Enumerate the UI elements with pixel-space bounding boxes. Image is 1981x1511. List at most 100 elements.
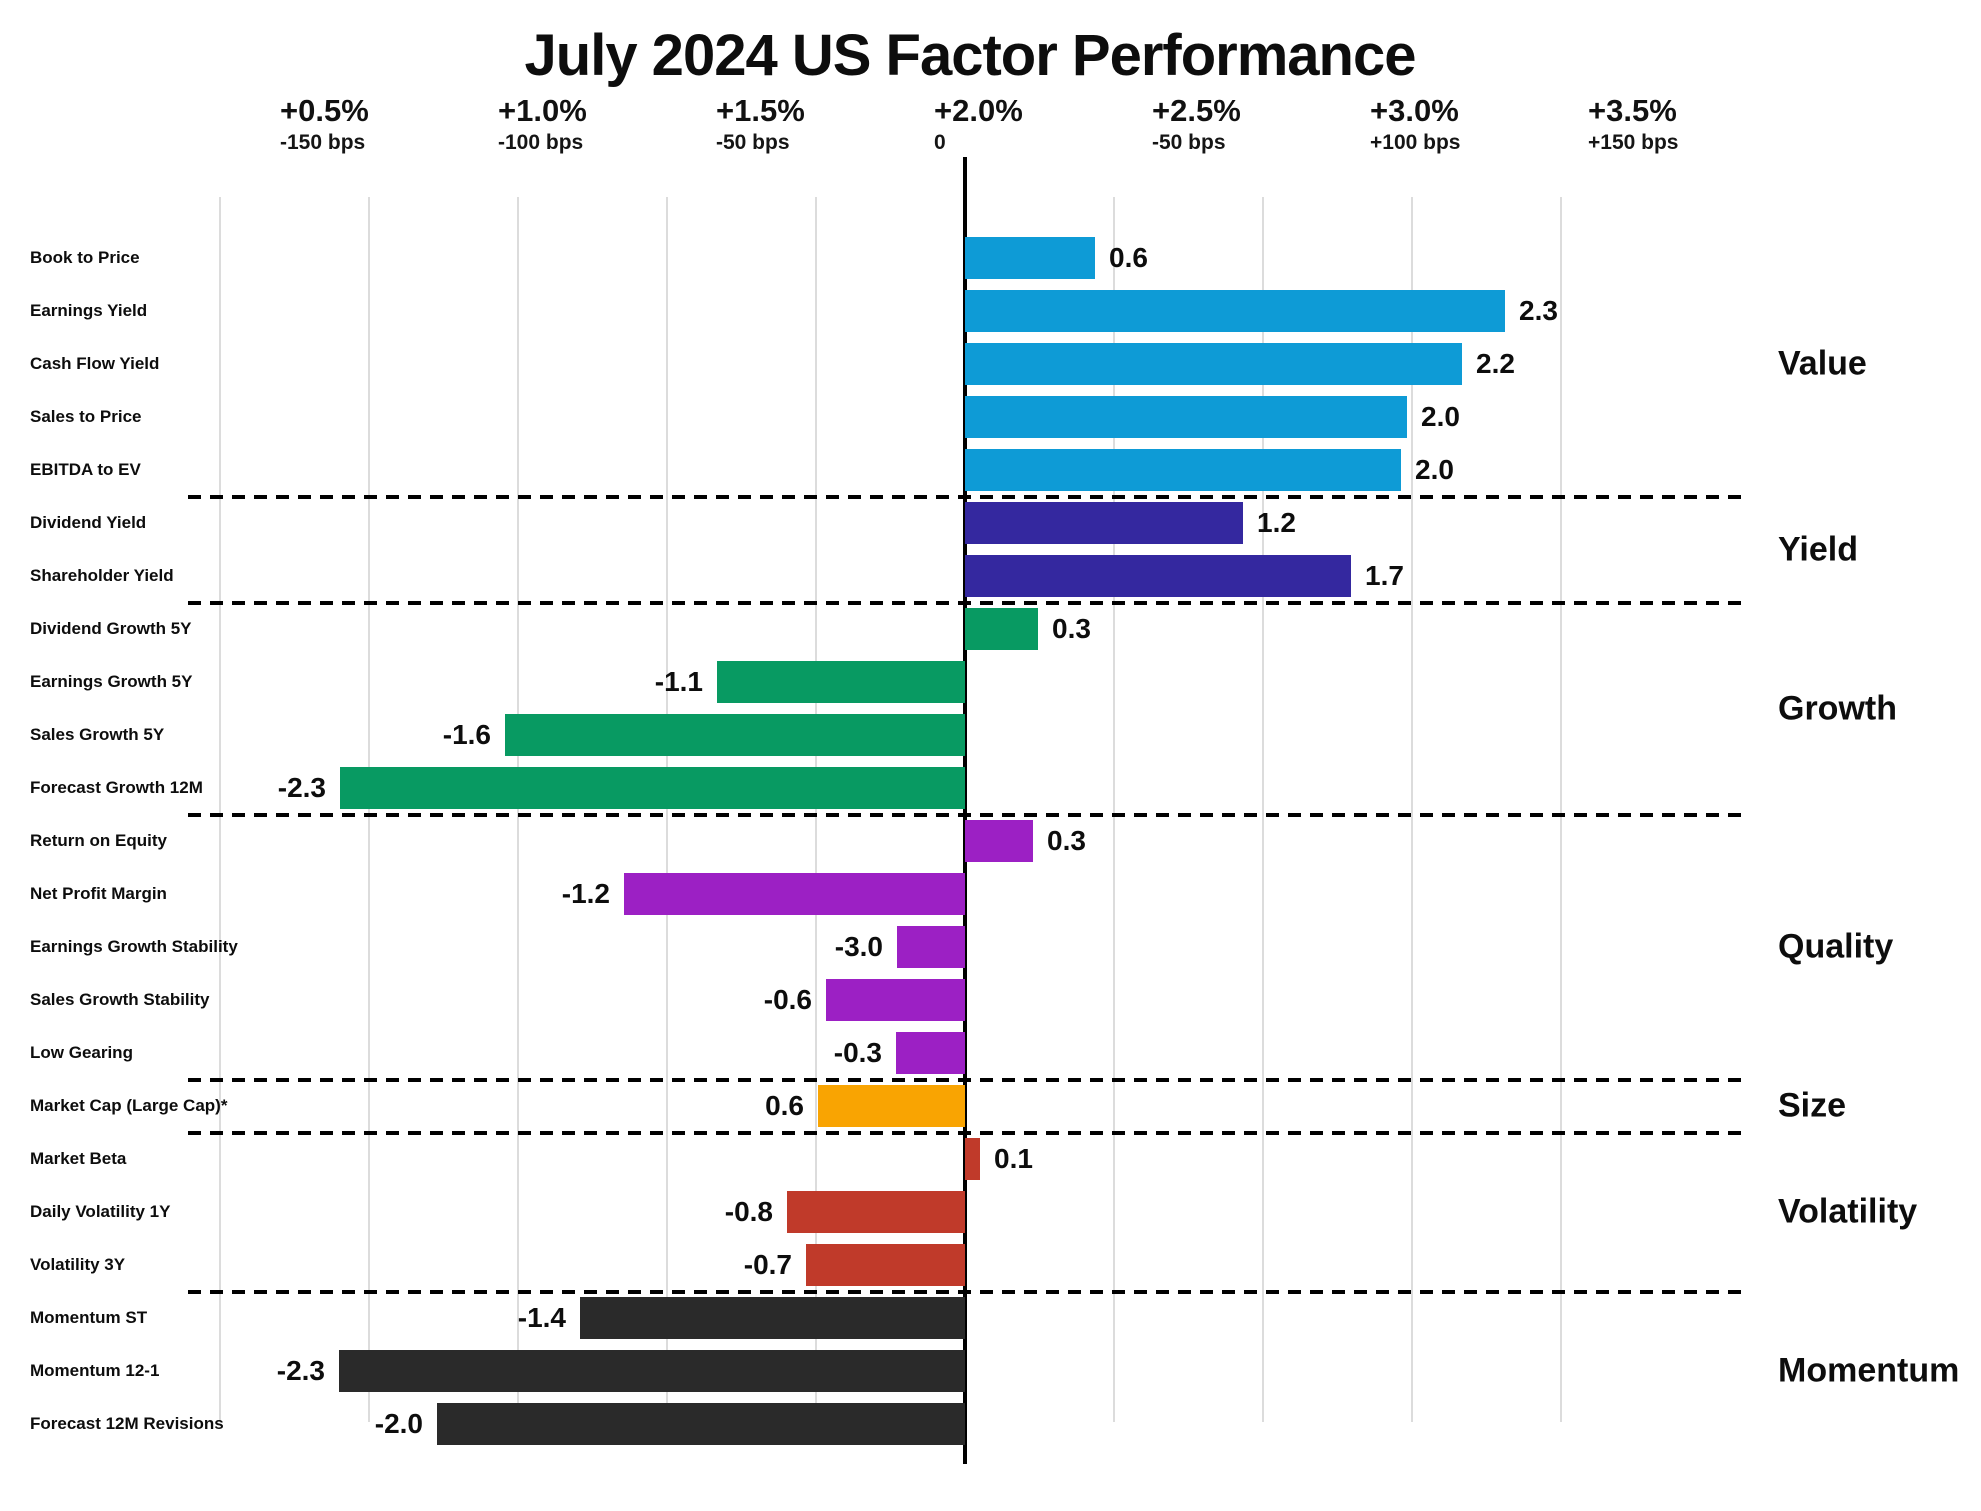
x-axis-tick: +2.5% -50 bps (1152, 94, 1241, 158)
value-label-forecast-growth-12m: -2.3 (277, 772, 326, 803)
bar-dividend-yield (965, 502, 1243, 544)
x-tick-percent-label: +1.5% (716, 93, 805, 128)
bar-sales-to-price (965, 396, 1407, 438)
bar-cash-flow-yield (965, 343, 1462, 385)
factor-label-earnings-growth-5y: Earnings Growth 5Y (30, 672, 193, 691)
value-label-volatility-3y: -0.7 (743, 1249, 792, 1280)
value-label-ebitda-to-ev: 2.0 (1415, 454, 1454, 485)
group-separator (188, 1130, 1745, 1135)
x-tick-bps-label: +150 bps (1588, 131, 1679, 154)
gridline (1262, 197, 1264, 1422)
value-label-cash-flow-yield: 2.2 (1476, 348, 1515, 379)
bar-return-on-equity (965, 820, 1033, 862)
bar-sales-growth-5y (505, 714, 965, 756)
bar-forecast-12m-revisions (437, 1403, 965, 1445)
factor-label-return-on-equity: Return on Equity (30, 831, 167, 850)
value-label-market-beta: 0.1 (994, 1143, 1033, 1174)
x-tick-bps-label: -50 bps (1152, 131, 1226, 154)
value-label-sales-to-price: 2.0 (1421, 401, 1460, 432)
factor-label-shareholder-yield: Shareholder Yield (30, 566, 174, 585)
factor-label-daily-volatility-1y: Daily Volatility 1Y (30, 1202, 171, 1221)
x-tick-percent-label: +0.5% (280, 93, 369, 128)
factor-label-ebitda-to-ev: EBITDA to EV (30, 460, 141, 479)
group-label-value: Value (1778, 344, 1867, 383)
value-label-low-gearing: -0.3 (833, 1037, 882, 1068)
value-label-momentum-12-1: -2.3 (276, 1355, 325, 1386)
value-label-sales-growth-5y: -1.6 (442, 719, 491, 750)
value-label-book-to-price: 0.6 (1109, 242, 1148, 273)
group-separator (188, 1077, 1745, 1082)
factor-label-earnings-growth-stability: Earnings Growth Stability (30, 937, 238, 956)
group-label-growth: Growth (1778, 689, 1897, 727)
bar-market-cap-large-cap (818, 1085, 965, 1127)
gridline (1411, 197, 1413, 1422)
x-tick-percent-label: +2.0% (934, 93, 1023, 128)
x-axis-tick: +1.0% -100 bps (498, 94, 587, 158)
chart-title: July 2024 US Factor Performance (524, 23, 1417, 88)
bar-forecast-growth-12m (340, 767, 965, 809)
x-tick-percent-label: +3.0% (1370, 93, 1459, 128)
x-axis-tick: +2.0% 0 (934, 94, 1023, 158)
x-tick-bps-label: -50 bps (716, 131, 790, 154)
group-separator (188, 600, 1745, 605)
x-axis-tick: +1.5% -50 bps (716, 94, 805, 158)
bar-net-profit-margin (624, 873, 965, 915)
factor-label-forecast-12m-revisions: Forecast 12M Revisions (30, 1414, 224, 1433)
bar-momentum-12-1 (339, 1350, 965, 1392)
value-label-dividend-growth-5y: 0.3 (1052, 613, 1091, 644)
group-separator (188, 1289, 1745, 1294)
bar-earnings-yield (965, 290, 1505, 332)
value-label-earnings-growth-stability: -3.0 (834, 931, 883, 962)
gridline (517, 197, 519, 1422)
bar-ebitda-to-ev (965, 449, 1401, 491)
factor-label-momentum-st: Momentum ST (30, 1308, 148, 1327)
bar-shareholder-yield (965, 555, 1351, 597)
value-label-daily-volatility-1y: -0.8 (724, 1196, 773, 1227)
x-tick-percent-label: +2.5% (1152, 93, 1241, 128)
value-label-sales-growth-stability: -0.6 (763, 984, 812, 1015)
value-label-earnings-yield: 2.3 (1519, 295, 1558, 326)
gridline (368, 197, 370, 1422)
factor-label-forecast-growth-12m: Forecast Growth 12M (30, 778, 203, 797)
zero-axis-line (963, 157, 967, 1464)
x-tick-bps-label: 0 (934, 131, 946, 154)
factor-label-book-to-price: Book to Price (30, 248, 140, 267)
bar-low-gearing (896, 1032, 965, 1074)
gridline (815, 197, 817, 1422)
value-label-dividend-yield: 1.2 (1257, 507, 1296, 538)
factor-label-sales-to-price: Sales to Price (30, 407, 142, 426)
factor-label-market-cap-large-cap: Market Cap (Large Cap)* (30, 1096, 228, 1115)
factor-label-dividend-growth-5y: Dividend Growth 5Y (30, 619, 192, 638)
value-label-market-cap-large-cap: 0.6 (765, 1090, 804, 1121)
factor-label-net-profit-margin: Net Profit Margin (30, 884, 167, 903)
value-label-momentum-st: -1.4 (517, 1302, 566, 1333)
bar-daily-volatility-1y (787, 1191, 965, 1233)
group-label-yield: Yield (1778, 530, 1858, 568)
group-label-momentum: Momentum (1778, 1351, 1960, 1390)
x-tick-bps-label: -100 bps (498, 131, 584, 154)
group-label-quality: Quality (1778, 927, 1894, 966)
bar-dividend-growth-5y (965, 608, 1038, 650)
value-label-net-profit-margin: -1.2 (561, 878, 610, 909)
factor-label-earnings-yield: Earnings Yield (30, 301, 148, 320)
bar-earnings-growth-stability (897, 926, 965, 968)
group-label-size: Size (1778, 1086, 1847, 1125)
bar-earnings-growth-5y (717, 661, 965, 703)
factor-label-volatility-3y: Volatility 3Y (30, 1255, 126, 1274)
value-label-return-on-equity: 0.3 (1047, 825, 1086, 856)
gridline (666, 197, 668, 1422)
group-separator (188, 494, 1745, 499)
factor-label-sales-growth-stability: Sales Growth Stability (30, 990, 210, 1009)
x-axis-tick: +3.0% +100 bps (1370, 94, 1460, 158)
x-tick-percent-label: +3.5% (1588, 93, 1677, 128)
x-tick-percent-label: +1.0% (498, 93, 587, 128)
factor-label-low-gearing: Low Gearing (30, 1043, 133, 1062)
group-label-volatility: Volatility (1778, 1192, 1918, 1231)
x-axis-tick: +3.5% +150 bps (1588, 94, 1678, 158)
bar-momentum-st (580, 1297, 965, 1339)
x-tick-bps-label: -150 bps (280, 131, 366, 154)
bar-market-beta (965, 1138, 980, 1180)
value-label-earnings-growth-5y: -1.1 (654, 666, 703, 697)
bar-volatility-3y (806, 1244, 965, 1286)
